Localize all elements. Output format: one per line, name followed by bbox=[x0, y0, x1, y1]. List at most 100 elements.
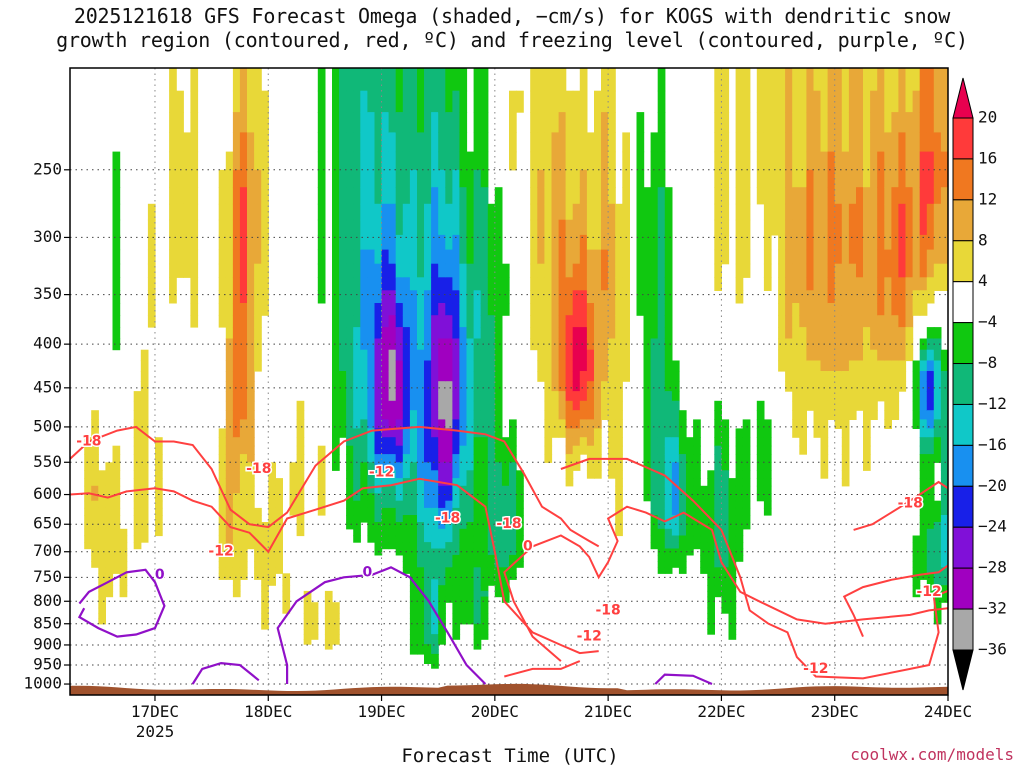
omega-cell bbox=[239, 437, 248, 447]
dgz-contour-label: -18 bbox=[76, 433, 101, 449]
omega-cell bbox=[480, 315, 489, 328]
omega-cell bbox=[657, 478, 666, 487]
omega-cell bbox=[480, 169, 489, 188]
omega-cell bbox=[218, 470, 227, 479]
omega-cell bbox=[870, 360, 878, 372]
omega-cell bbox=[133, 522, 142, 530]
omega-cell bbox=[905, 169, 914, 188]
omega-cell bbox=[409, 602, 418, 609]
omega-cell bbox=[735, 478, 744, 487]
omega-cell bbox=[360, 290, 368, 304]
omega-cell bbox=[254, 515, 262, 523]
omega-cell bbox=[91, 478, 99, 487]
omega-cell bbox=[388, 249, 397, 265]
omega-cell bbox=[501, 515, 510, 523]
omega-cell bbox=[98, 585, 106, 592]
omega-cell bbox=[933, 203, 942, 221]
omega-cell bbox=[239, 360, 248, 372]
omega-cell bbox=[516, 515, 524, 523]
omega-cell bbox=[756, 437, 765, 447]
omega-cell bbox=[112, 548, 121, 556]
omega-cell bbox=[346, 112, 354, 133]
omega-cell bbox=[650, 462, 659, 471]
omega-cell bbox=[239, 462, 248, 471]
omega-cell bbox=[657, 485, 666, 494]
omega-cell bbox=[919, 112, 928, 133]
omega-cell bbox=[664, 419, 673, 429]
omega-cell bbox=[544, 315, 553, 328]
omega-cell bbox=[332, 400, 340, 411]
omega-cell bbox=[714, 90, 722, 113]
omega-cell bbox=[360, 90, 368, 113]
omega-cell bbox=[409, 371, 418, 382]
omega-cell bbox=[693, 454, 701, 463]
omega-cell bbox=[742, 219, 751, 236]
omega-cell bbox=[473, 634, 482, 640]
omega-cell bbox=[424, 590, 432, 598]
omega-cell bbox=[374, 112, 383, 133]
omega-cell bbox=[933, 371, 942, 382]
omega-cell bbox=[806, 203, 815, 221]
omega-cell bbox=[494, 535, 503, 543]
omega-cell bbox=[232, 277, 241, 291]
omega-cell bbox=[424, 561, 432, 568]
omega-cell bbox=[417, 410, 425, 420]
omega-cell bbox=[339, 249, 347, 265]
omega-cell bbox=[643, 454, 652, 463]
omega-cell bbox=[140, 360, 149, 372]
omega-cell bbox=[232, 445, 241, 455]
omega-cell bbox=[360, 410, 368, 420]
omega-cell bbox=[848, 169, 857, 188]
omega-cell bbox=[856, 169, 864, 188]
omega-cell bbox=[466, 618, 475, 625]
omega-cell bbox=[247, 500, 255, 509]
omega-cell bbox=[700, 561, 708, 568]
omega-cell bbox=[678, 410, 687, 420]
omega-cell bbox=[402, 381, 411, 392]
omega-cell bbox=[664, 187, 673, 205]
omega-cell bbox=[565, 371, 574, 382]
omega-cell bbox=[799, 169, 807, 188]
omega-cell bbox=[424, 290, 432, 304]
omega-cell bbox=[863, 263, 871, 278]
omega-cell bbox=[650, 187, 659, 205]
omega-cell bbox=[332, 203, 340, 221]
omega-cell bbox=[480, 437, 489, 447]
omega-cell bbox=[254, 561, 262, 568]
omega-cell bbox=[374, 234, 383, 251]
omega-cell bbox=[388, 535, 397, 543]
omega-cell bbox=[98, 500, 106, 509]
omega-cell bbox=[310, 613, 319, 620]
omega-cell bbox=[332, 112, 340, 133]
omega-cell bbox=[551, 169, 560, 188]
omega-cell bbox=[778, 315, 786, 328]
omega-cell bbox=[324, 590, 333, 598]
omega-cell bbox=[218, 493, 227, 502]
omega-cell bbox=[579, 391, 588, 402]
omega-cell bbox=[91, 515, 99, 523]
omega-cell bbox=[870, 112, 878, 133]
omega-cell bbox=[841, 303, 850, 316]
omega-cell bbox=[424, 151, 432, 171]
omega-cell bbox=[799, 90, 807, 113]
omega-cell bbox=[395, 187, 404, 205]
omega-cell bbox=[473, 68, 482, 92]
omega-cell bbox=[792, 90, 800, 113]
omega-cell bbox=[870, 90, 878, 113]
omega-cell bbox=[133, 445, 142, 455]
omega-cell bbox=[834, 203, 843, 221]
omega-cell bbox=[877, 90, 885, 113]
omega-cell bbox=[388, 542, 397, 550]
omega-cell bbox=[940, 112, 948, 133]
omega-cell bbox=[487, 567, 496, 574]
omega-cell bbox=[919, 500, 928, 509]
omega-cell bbox=[438, 428, 446, 438]
omega-cell bbox=[91, 554, 99, 562]
omega-cell bbox=[232, 507, 241, 516]
omega-cell bbox=[714, 151, 722, 171]
omega-cell bbox=[381, 303, 390, 316]
omega-cell bbox=[671, 535, 680, 543]
omega-cell bbox=[785, 381, 793, 392]
omega-cell bbox=[466, 437, 475, 447]
omega-cell bbox=[919, 187, 928, 205]
